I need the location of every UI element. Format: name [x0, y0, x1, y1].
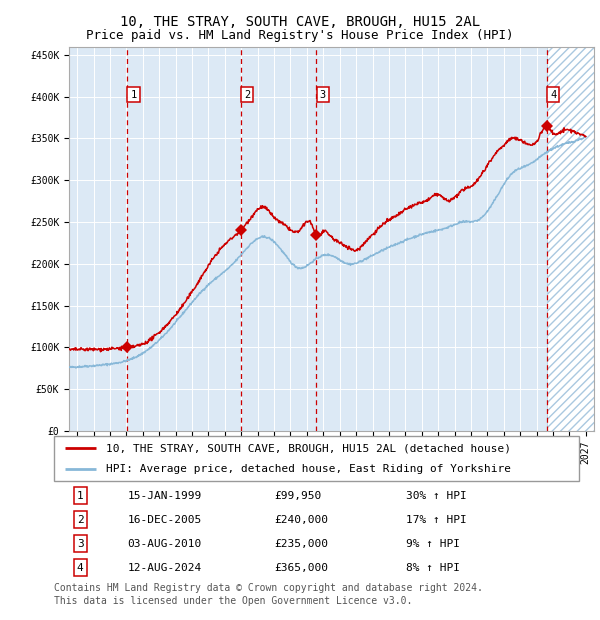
Text: 2: 2 [244, 89, 250, 100]
Text: HPI: Average price, detached house, East Riding of Yorkshire: HPI: Average price, detached house, East… [107, 464, 511, 474]
Bar [547, 46, 594, 431]
Text: 8% ↑ HPI: 8% ↑ HPI [406, 563, 460, 573]
Text: 16-DEC-2005: 16-DEC-2005 [128, 515, 202, 525]
Text: 10, THE STRAY, SOUTH CAVE, BROUGH, HU15 2AL: 10, THE STRAY, SOUTH CAVE, BROUGH, HU15 … [120, 16, 480, 30]
Text: 10, THE STRAY, SOUTH CAVE, BROUGH, HU15 2AL (detached house): 10, THE STRAY, SOUTH CAVE, BROUGH, HU15 … [107, 443, 511, 453]
Text: 17% ↑ HPI: 17% ↑ HPI [406, 515, 467, 525]
Text: 1: 1 [77, 490, 83, 500]
Text: 15-JAN-1999: 15-JAN-1999 [128, 490, 202, 500]
Text: £99,950: £99,950 [275, 490, 322, 500]
Text: 4: 4 [77, 563, 83, 573]
Text: 3: 3 [320, 89, 326, 100]
Text: 3: 3 [77, 539, 83, 549]
Text: This data is licensed under the Open Government Licence v3.0.: This data is licensed under the Open Gov… [54, 596, 412, 606]
Text: £235,000: £235,000 [275, 539, 329, 549]
Text: £240,000: £240,000 [275, 515, 329, 525]
Text: 4: 4 [550, 89, 556, 100]
Text: 30% ↑ HPI: 30% ↑ HPI [406, 490, 467, 500]
Text: 9% ↑ HPI: 9% ↑ HPI [406, 539, 460, 549]
Text: 1: 1 [130, 89, 137, 100]
Text: 03-AUG-2010: 03-AUG-2010 [128, 539, 202, 549]
Text: £365,000: £365,000 [275, 563, 329, 573]
Text: 2: 2 [77, 515, 83, 525]
Text: Contains HM Land Registry data © Crown copyright and database right 2024.: Contains HM Land Registry data © Crown c… [54, 583, 483, 593]
Text: Price paid vs. HM Land Registry's House Price Index (HPI): Price paid vs. HM Land Registry's House … [86, 29, 514, 42]
Text: 12-AUG-2024: 12-AUG-2024 [128, 563, 202, 573]
